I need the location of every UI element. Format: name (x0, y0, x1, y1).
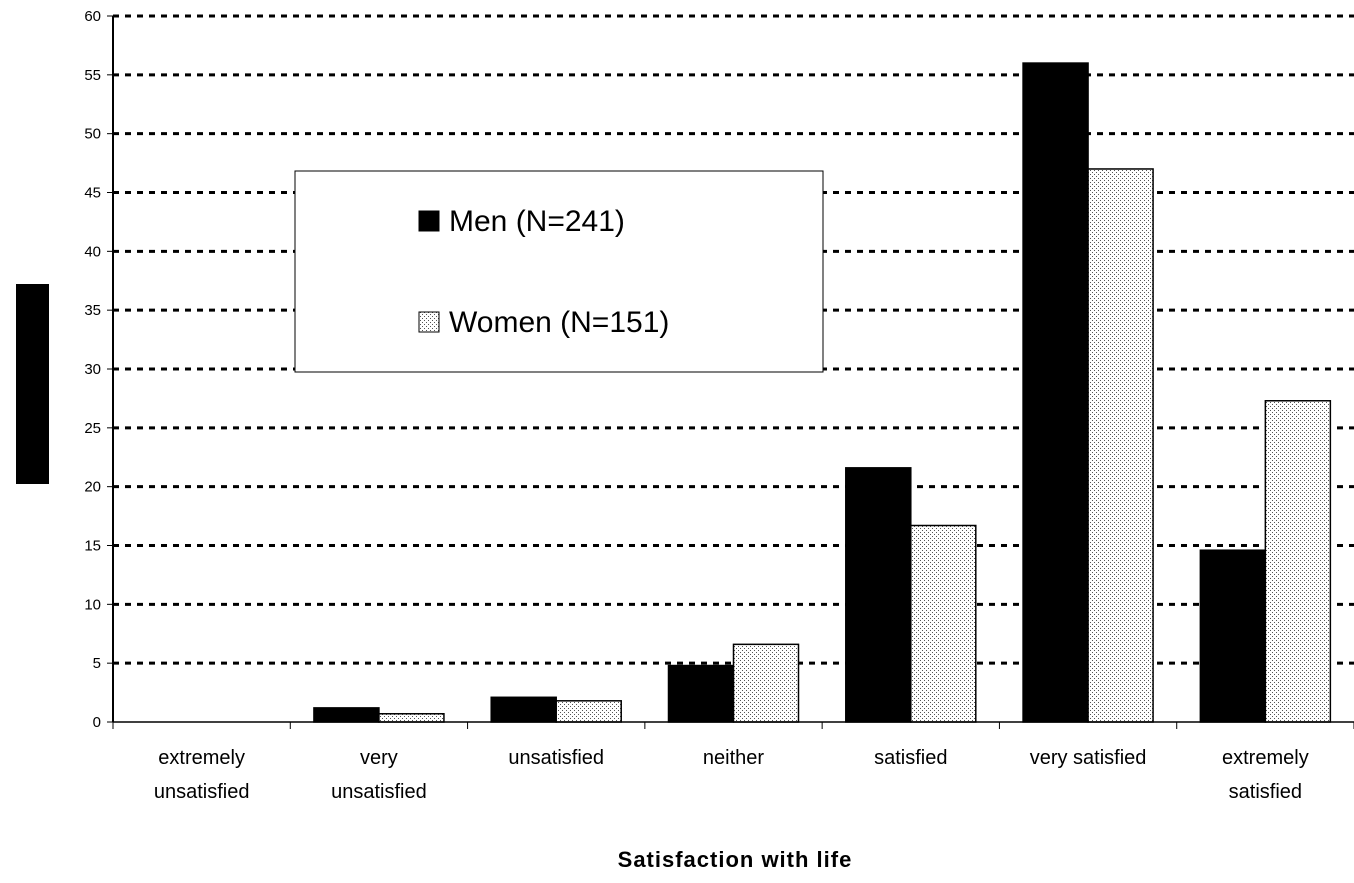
y-tick-label: 35 (84, 302, 101, 319)
bar-men (1199, 549, 1267, 723)
legend: Men (N=241) Women (N=151) (294, 170, 824, 373)
y-tick-label: 10 (84, 596, 101, 613)
y-tick-label: 60 (84, 8, 101, 25)
y-tick-label: 25 (84, 420, 101, 437)
y-tick-label: 20 (84, 479, 101, 496)
bar-women (1264, 400, 1332, 723)
axes: 0 5 10 15 20 25 30 35 40 45 50 55 60 extremely unsatis… (84, 8, 1354, 803)
legend-label-men: Men (N=241) (449, 205, 625, 238)
legend-swatch-women (418, 311, 440, 333)
x-category-label: satisfied (874, 747, 947, 769)
bar-men (845, 467, 912, 723)
x-category-label: extremely satisfied (1222, 747, 1309, 803)
x-axis-title: Satisfaction with life (618, 847, 853, 872)
y-tick-label: 45 (84, 185, 101, 202)
bar-men (313, 707, 380, 723)
y-tick-label: 40 (84, 243, 101, 260)
bar-women (555, 700, 622, 723)
x-category-label: very satisfied (1030, 747, 1147, 769)
bar-women (378, 713, 445, 723)
x-category-label: unsatisfied (508, 747, 604, 769)
x-category-label: extremely unsatisfied (154, 747, 250, 803)
legend-swatch-men (418, 210, 440, 232)
y-tick-label: 55 (84, 67, 101, 84)
bar-women (732, 643, 800, 723)
x-category-label: neither (703, 747, 764, 769)
bar-women (910, 524, 977, 723)
bar-men (1022, 62, 1089, 723)
y-axis-label-redacted (16, 284, 49, 484)
legend-box (294, 170, 824, 373)
legend-label-women: Women (N=151) (449, 306, 669, 339)
bar-men (667, 664, 735, 723)
x-category-label: very unsatisfied (331, 747, 427, 803)
y-tick-label: 5 (93, 655, 101, 672)
y-tick-label: 30 (84, 361, 101, 378)
y-tick-label: 50 (84, 126, 101, 143)
bar-men (490, 696, 557, 723)
y-tick-label: 15 (84, 538, 101, 555)
y-tick-label: 0 (93, 714, 101, 731)
bars (313, 62, 1332, 723)
bar-women (1087, 168, 1154, 723)
